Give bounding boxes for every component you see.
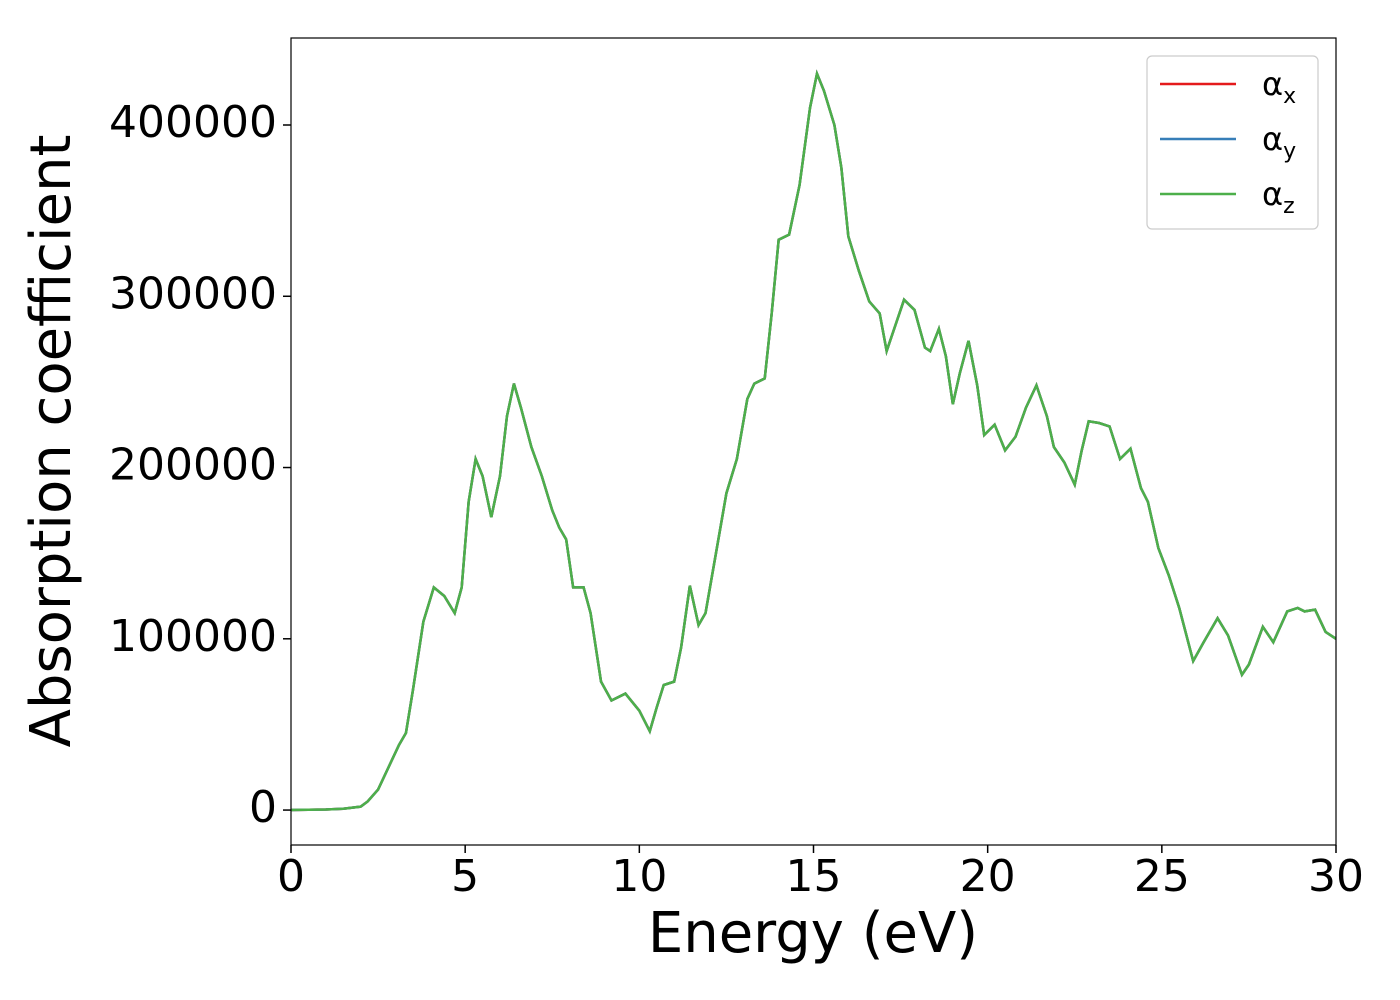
y-tick-label: 0 (249, 782, 277, 833)
y-axis-label: Absorption coefficient (19, 135, 84, 748)
x-tick-label: 20 (960, 851, 1016, 902)
legend-label: αz (1262, 175, 1295, 219)
legend-label: αx (1262, 65, 1296, 109)
x-tick-label: 10 (611, 851, 667, 902)
legend-box (1146, 55, 1319, 230)
y-tick-label: 400000 (109, 97, 277, 148)
x-tick-label: 30 (1308, 851, 1364, 902)
x-tick-label: 0 (277, 851, 305, 902)
plot-frame (290, 37, 1337, 846)
x-tick-label: 25 (1134, 851, 1190, 902)
legend-label: αy (1262, 120, 1296, 164)
x-tick-label: 15 (786, 851, 842, 902)
x-tick-label: 5 (451, 851, 479, 902)
series-line (291, 69, 1336, 812)
y-tick-label: 300000 (109, 268, 277, 319)
x-axis-label: Energy (eV) (648, 901, 978, 966)
y-tick-label: 200000 (109, 440, 277, 491)
y-tick-label: 100000 (109, 611, 277, 662)
